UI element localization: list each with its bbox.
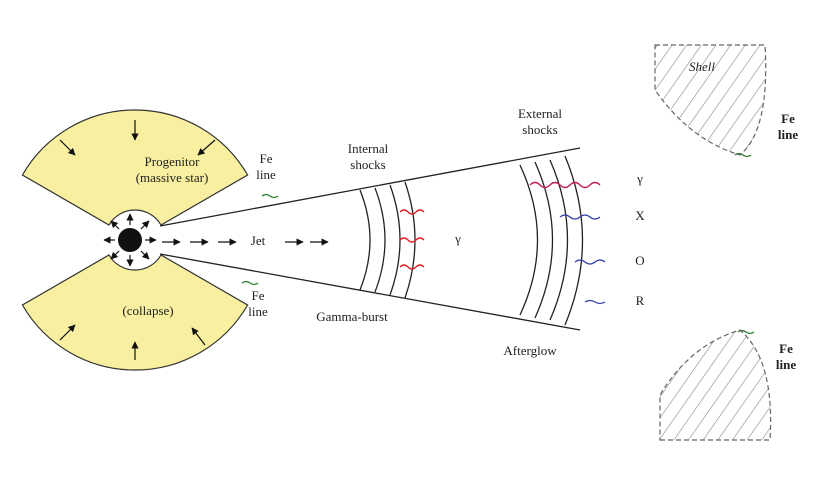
progenitor-shapes <box>21 109 249 371</box>
band-label: R <box>636 293 645 308</box>
shell-label: Shell <box>689 59 715 74</box>
shell-blobs <box>654 44 772 441</box>
external-shocks-label: shocks <box>522 122 557 137</box>
progenitor-label: (massive star) <box>136 170 209 185</box>
labels: Progenitor(massive star)(collapse)Feline… <box>122 59 798 372</box>
fe-line-label: Fe <box>779 341 793 356</box>
band-label: O <box>635 253 644 268</box>
fe-line-label: line <box>778 127 798 142</box>
jet-cone <box>159 147 584 331</box>
fe-line-label: line <box>776 357 796 372</box>
fe-line-label: line <box>248 304 268 319</box>
collapse-label: (collapse) <box>122 303 173 318</box>
fe-line-label: Fe <box>260 151 273 166</box>
band-label: γ <box>636 171 643 186</box>
gamma-label: γ <box>454 231 461 246</box>
internal-shocks-label: shocks <box>350 157 385 172</box>
external-shocks-label: External <box>518 106 562 121</box>
afterglow-label: Afterglow <box>503 343 557 358</box>
progenitor-label: Progenitor <box>145 154 201 169</box>
fe-line-label: Fe <box>252 288 265 303</box>
gamma-burst-label: Gamma-burst <box>316 309 388 324</box>
fe-line-label: Fe <box>781 111 795 126</box>
fe-line-label: line <box>256 167 276 182</box>
internal-shocks-label: Internal <box>348 141 389 156</box>
emission-arrows <box>241 152 755 335</box>
jet-label: Jet <box>251 233 266 248</box>
band-label: X <box>635 208 645 223</box>
